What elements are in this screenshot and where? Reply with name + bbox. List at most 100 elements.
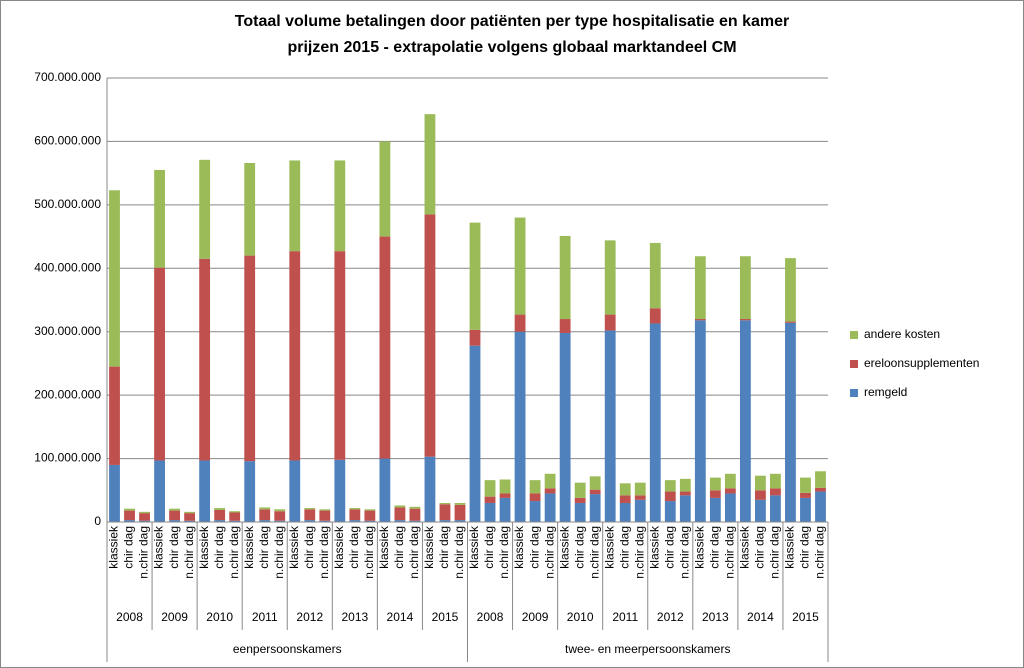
bar-segment xyxy=(484,502,496,522)
bar-segment xyxy=(604,330,616,522)
bar-segment xyxy=(559,235,571,320)
group-label: 2013 xyxy=(341,610,368,624)
legend-swatch xyxy=(850,331,858,339)
bar-segment xyxy=(800,492,811,498)
bar-segment xyxy=(124,520,135,522)
bar-segment xyxy=(289,251,301,461)
bar-segment xyxy=(679,491,691,496)
bar-segment xyxy=(229,520,241,522)
bar-segment xyxy=(604,314,616,331)
legend-swatch xyxy=(850,389,858,397)
bar-segment xyxy=(589,494,601,522)
bar-segment xyxy=(469,329,481,346)
bar-segment xyxy=(664,491,676,502)
x-tick-label: chir dag xyxy=(302,526,316,569)
x-tick-label: n.chir dag xyxy=(182,526,196,579)
bar-segment xyxy=(349,508,361,510)
x-tick-label: n.chir dag xyxy=(632,526,646,579)
bar-segment xyxy=(574,497,586,503)
bar-segment xyxy=(109,366,120,465)
y-tick-label: 600.000.000 xyxy=(34,134,101,148)
bar-segment xyxy=(589,476,601,490)
bar-segment xyxy=(664,480,676,492)
x-tick-label: klassiek xyxy=(287,525,301,569)
bar-segment xyxy=(199,460,211,522)
bar-segment xyxy=(785,322,796,522)
bar-segment xyxy=(559,319,571,333)
group-label: 2009 xyxy=(522,610,549,624)
bar-segment xyxy=(770,473,781,489)
x-tick-label: chir dag xyxy=(167,526,181,569)
bar-segment xyxy=(394,505,406,508)
x-tick-label: klassiek xyxy=(197,525,211,569)
group-label: 2012 xyxy=(657,610,684,624)
bar-segment xyxy=(424,114,436,215)
bar-segment xyxy=(274,511,286,521)
bar-segment xyxy=(334,160,346,252)
legend-label: ereloonsupplementen xyxy=(864,356,979,370)
bar-segment xyxy=(619,502,631,522)
x-tick-label: klassiek xyxy=(557,525,571,569)
bar-segment xyxy=(379,141,391,237)
group-label: 2012 xyxy=(296,610,323,624)
x-tick-label: n.chir dag xyxy=(317,526,331,579)
bar-segment xyxy=(334,459,346,522)
bar-segment xyxy=(724,488,736,494)
x-tick-label: klassiek xyxy=(422,525,436,569)
bar-segment xyxy=(800,497,811,522)
x-tick-label: n.chir dag xyxy=(452,526,466,579)
bar-segment xyxy=(259,520,271,522)
bar-segment xyxy=(664,501,676,522)
x-tick-label: klassiek xyxy=(377,525,391,569)
bar-segment xyxy=(319,510,331,521)
group-label: 2008 xyxy=(116,610,143,624)
bar-segment xyxy=(154,267,165,461)
bar-segment xyxy=(454,502,466,505)
bar-segment xyxy=(244,162,256,256)
bar-segment xyxy=(815,471,826,488)
bar-segment xyxy=(815,487,826,492)
bar-segment xyxy=(679,478,691,492)
x-tick-label: n.chir dag xyxy=(813,526,827,579)
bar-segment xyxy=(364,509,376,511)
bar-segment xyxy=(634,482,646,496)
bar-segment xyxy=(484,480,496,497)
x-tick-label: n.chir dag xyxy=(497,526,511,579)
bar-segment xyxy=(754,490,766,500)
x-tick-label: klassiek xyxy=(783,525,797,569)
x-tick-label: klassiek xyxy=(332,525,346,569)
bar-segment xyxy=(304,520,316,522)
bar-segment xyxy=(604,240,616,315)
bar-segment xyxy=(619,495,631,503)
x-tick-label: klassiek xyxy=(647,525,661,569)
x-tick-label: n.chir dag xyxy=(407,526,421,579)
group-label: 2015 xyxy=(432,610,459,624)
bar-segment xyxy=(379,236,391,459)
bar-segment xyxy=(694,256,706,320)
bar-segment xyxy=(785,321,796,323)
bar-segment xyxy=(199,159,211,259)
bar-segment xyxy=(364,510,376,521)
bar-segment xyxy=(259,507,271,510)
bar-segment xyxy=(169,508,181,511)
x-tick-label: n.chir dag xyxy=(587,526,601,579)
x-tick-label: klassiek xyxy=(692,525,706,569)
x-tick-label: klassiek xyxy=(512,525,526,569)
bar-segment xyxy=(439,504,451,521)
bar-segment xyxy=(409,508,421,521)
x-tick-label: n.chir dag xyxy=(137,526,151,579)
bar-segment xyxy=(574,482,586,498)
legend-swatch xyxy=(850,360,858,368)
x-tick-label: klassiek xyxy=(738,525,752,569)
bar-segment xyxy=(409,520,421,522)
x-tick-label: chir dag xyxy=(347,526,361,569)
bar-segment xyxy=(514,314,526,332)
bar-segment xyxy=(619,483,631,496)
bar-segment xyxy=(319,520,331,522)
x-tick-label: klassiek xyxy=(602,525,616,569)
supergroup-label: twee- en meerpersoonskamers xyxy=(565,642,730,656)
y-tick-label: 0 xyxy=(94,514,101,528)
bar-segment xyxy=(394,520,406,522)
bar-segment xyxy=(739,320,751,522)
bar-segment xyxy=(739,256,751,320)
